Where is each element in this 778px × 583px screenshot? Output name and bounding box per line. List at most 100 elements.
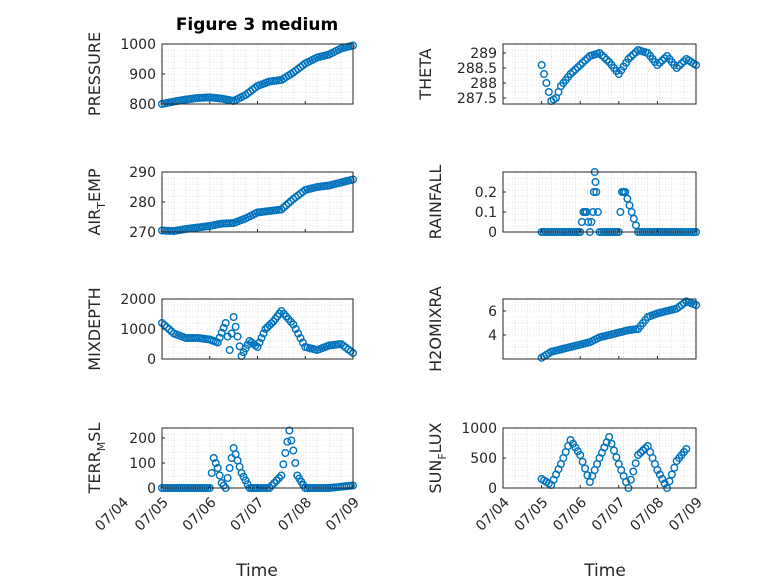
data-point (578, 58, 587, 67)
data-point (634, 451, 643, 460)
data-point (257, 334, 266, 343)
data-point (255, 338, 264, 347)
y-tick-label: 288.5 (457, 61, 497, 77)
data-point (655, 470, 664, 479)
data-point (583, 471, 592, 480)
data-point (629, 50, 638, 59)
data-point (591, 177, 600, 186)
y-tick-label: 200 (129, 431, 156, 447)
data-point (289, 446, 298, 455)
data-point (612, 453, 621, 462)
data-point (626, 52, 635, 61)
y-tick-label: 1000 (120, 37, 156, 53)
data-point (641, 444, 650, 453)
y-tick-label: 0.1 (475, 205, 497, 221)
data-point (682, 445, 691, 454)
subplot-mixdepth: 0 1000 2000 MIXDEPTH (85, 287, 358, 371)
y-tick-label: 0 (147, 352, 156, 368)
axes-frame (502, 171, 697, 233)
data-point (225, 464, 234, 473)
data-point (595, 49, 604, 58)
y-tick-label: 900 (129, 67, 156, 83)
data-point (576, 451, 585, 460)
data-point (253, 343, 262, 352)
data-point (568, 67, 577, 76)
y-axis-label: PRESSURE (85, 32, 104, 116)
data-point (540, 69, 549, 78)
data-point (294, 329, 303, 338)
data-point (597, 51, 606, 60)
data-point (600, 53, 609, 62)
data-point (576, 61, 585, 70)
data-point (279, 203, 288, 212)
data-point (281, 449, 290, 458)
data-point (209, 454, 218, 463)
data-point (213, 464, 222, 473)
subplot-rainfall: 0 0.1 0.2 RAINFALL (426, 165, 701, 241)
data-point (653, 61, 662, 70)
data-point (225, 346, 234, 355)
data-point (609, 446, 618, 455)
data-point (283, 437, 292, 446)
y-tick-label: 4 (488, 328, 497, 344)
data-point (658, 475, 667, 484)
data-point (616, 207, 625, 216)
data-point (542, 78, 551, 87)
series-markers (537, 433, 691, 493)
data-point (631, 48, 640, 57)
x-axis-label-left: Time (235, 561, 278, 581)
data-point (227, 329, 236, 338)
y-tick-label: 2000 (120, 292, 156, 308)
data-point (665, 477, 674, 486)
data-point (592, 187, 601, 196)
data-point (277, 471, 286, 480)
data-point (211, 459, 220, 468)
y-tick-label: 290 (129, 165, 156, 181)
data-point (282, 201, 291, 210)
data-point (638, 446, 647, 455)
subplot-air-temp: 270 280 290 AIRTEMP (85, 165, 358, 241)
grid (162, 428, 353, 488)
data-point (233, 332, 242, 341)
data-point (655, 58, 664, 67)
y-tick-label: 288 (470, 76, 497, 92)
y-tick-label: 280 (129, 195, 156, 211)
data-point (581, 56, 590, 65)
data-point (231, 322, 240, 331)
data-point (296, 334, 305, 343)
data-point (221, 319, 230, 328)
data-point (589, 187, 598, 196)
series-markers (537, 297, 701, 362)
data-point (660, 479, 669, 488)
data-point (605, 433, 614, 442)
data-point (589, 207, 598, 216)
y-tick-label: 6 (488, 304, 497, 320)
data-point (653, 466, 662, 475)
data-point (587, 217, 596, 226)
y-axis-label: SUNFLUX (426, 422, 449, 493)
data-point (607, 439, 616, 448)
y-tick-label: 100 (129, 456, 156, 472)
data-point (287, 436, 296, 445)
data-point (217, 328, 226, 337)
data-point (670, 463, 679, 472)
data-point (291, 459, 300, 468)
series-markers (537, 46, 701, 105)
data-point (658, 56, 667, 65)
data-point (259, 329, 268, 338)
data-point (207, 469, 216, 478)
figure-title: Figure 3 medium (176, 15, 338, 35)
data-point (571, 65, 580, 74)
data-point (679, 57, 688, 66)
subplot-pressure: 800 900 1000 PRESSURE (85, 32, 358, 116)
data-point (578, 457, 587, 466)
data-point (267, 319, 276, 328)
data-point (215, 471, 224, 480)
data-point (223, 474, 232, 483)
data-point (291, 325, 300, 334)
y-tick-label: 800 (129, 97, 156, 113)
data-point (624, 55, 633, 64)
data-point (162, 323, 171, 332)
series-markers (157, 426, 358, 493)
